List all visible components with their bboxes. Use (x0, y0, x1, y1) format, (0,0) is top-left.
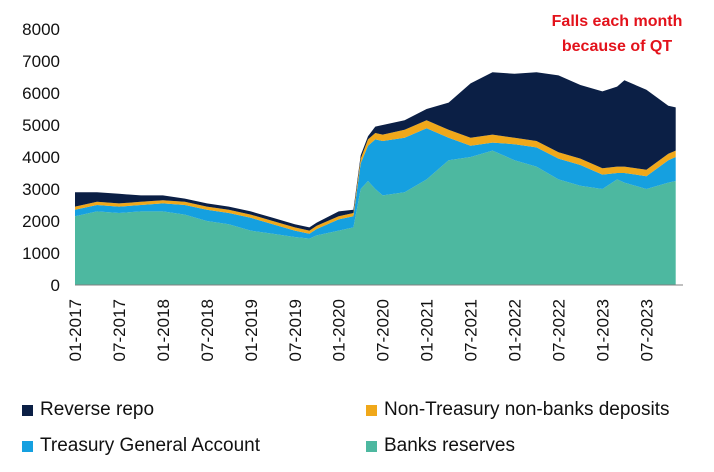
x-tick-label: 01-2022 (506, 299, 525, 361)
x-axis-ticks: 01-2017 07-2017 01-2018 07-2018 01-2019 07-20… (66, 299, 656, 361)
y-tick-label: 1000 (22, 244, 60, 263)
area-banks-reserves (75, 150, 676, 285)
annotation-line-1: Falls each month (552, 13, 683, 30)
legend-label-banks-reserves: Banks reserves (384, 435, 515, 456)
x-tick-label: 01-2017 (66, 299, 85, 361)
legend-label-reverse-repo: Reverse repo (40, 399, 155, 420)
annotation-line-2: because of QT (562, 38, 672, 55)
area-treasury-general-account (75, 128, 676, 239)
x-tick-label: 01-2019 (242, 299, 261, 361)
legend-item-banks-reserves: Banks reserves (366, 434, 515, 458)
y-tick-label: 0 (51, 276, 60, 295)
y-axis-ticks: 0 1000 2000 3000 4000 5000 6000 7000 8000 (22, 20, 60, 295)
area-layers (75, 72, 676, 285)
x-tick-label: 01-2020 (330, 299, 349, 361)
x-tick-label: 01-2018 (154, 299, 173, 361)
legend-item-non-treasury-deposits: Non-Treasury non-banks deposits (366, 398, 670, 422)
legend-item-treasury-general-account: Treasury General Account (22, 434, 260, 458)
x-tick-label: 07-2017 (110, 299, 129, 361)
legend: Reverse repo Non-Treasury non-banks depo… (0, 392, 714, 472)
legend-item-reverse-repo: Reverse repo (22, 398, 154, 422)
x-tick-label: 07-2022 (550, 299, 569, 361)
x-tick-label: 07-2019 (286, 299, 305, 361)
y-tick-label: 4000 (22, 148, 60, 167)
x-tick-label: 07-2021 (462, 299, 481, 361)
legend-label-treasury-general-account: Treasury General Account (40, 435, 261, 456)
legend-swatch-treasury-general-account (22, 440, 33, 452)
legend-label-non-treasury-deposits: Non-Treasury non-banks deposits (384, 399, 670, 420)
legend-swatch-non-treasury-deposits (366, 404, 377, 416)
y-tick-label: 2000 (22, 212, 60, 231)
x-tick-label: 07-2023 (637, 299, 656, 361)
y-tick-label: 7000 (22, 52, 60, 71)
x-tick-label: 07-2018 (198, 299, 217, 361)
x-tick-label: 07-2020 (374, 299, 393, 361)
area-reverse-repo (75, 72, 676, 231)
y-tick-label: 8000 (22, 20, 60, 39)
x-tick-label: 01-2023 (593, 299, 612, 361)
y-tick-label: 6000 (22, 84, 60, 103)
legend-swatch-reverse-repo (22, 404, 33, 416)
x-tick-label: 01-2021 (418, 299, 437, 361)
y-tick-label: 3000 (22, 180, 60, 199)
y-tick-label: 5000 (22, 116, 60, 135)
legend-swatch-banks-reserves (366, 440, 377, 452)
